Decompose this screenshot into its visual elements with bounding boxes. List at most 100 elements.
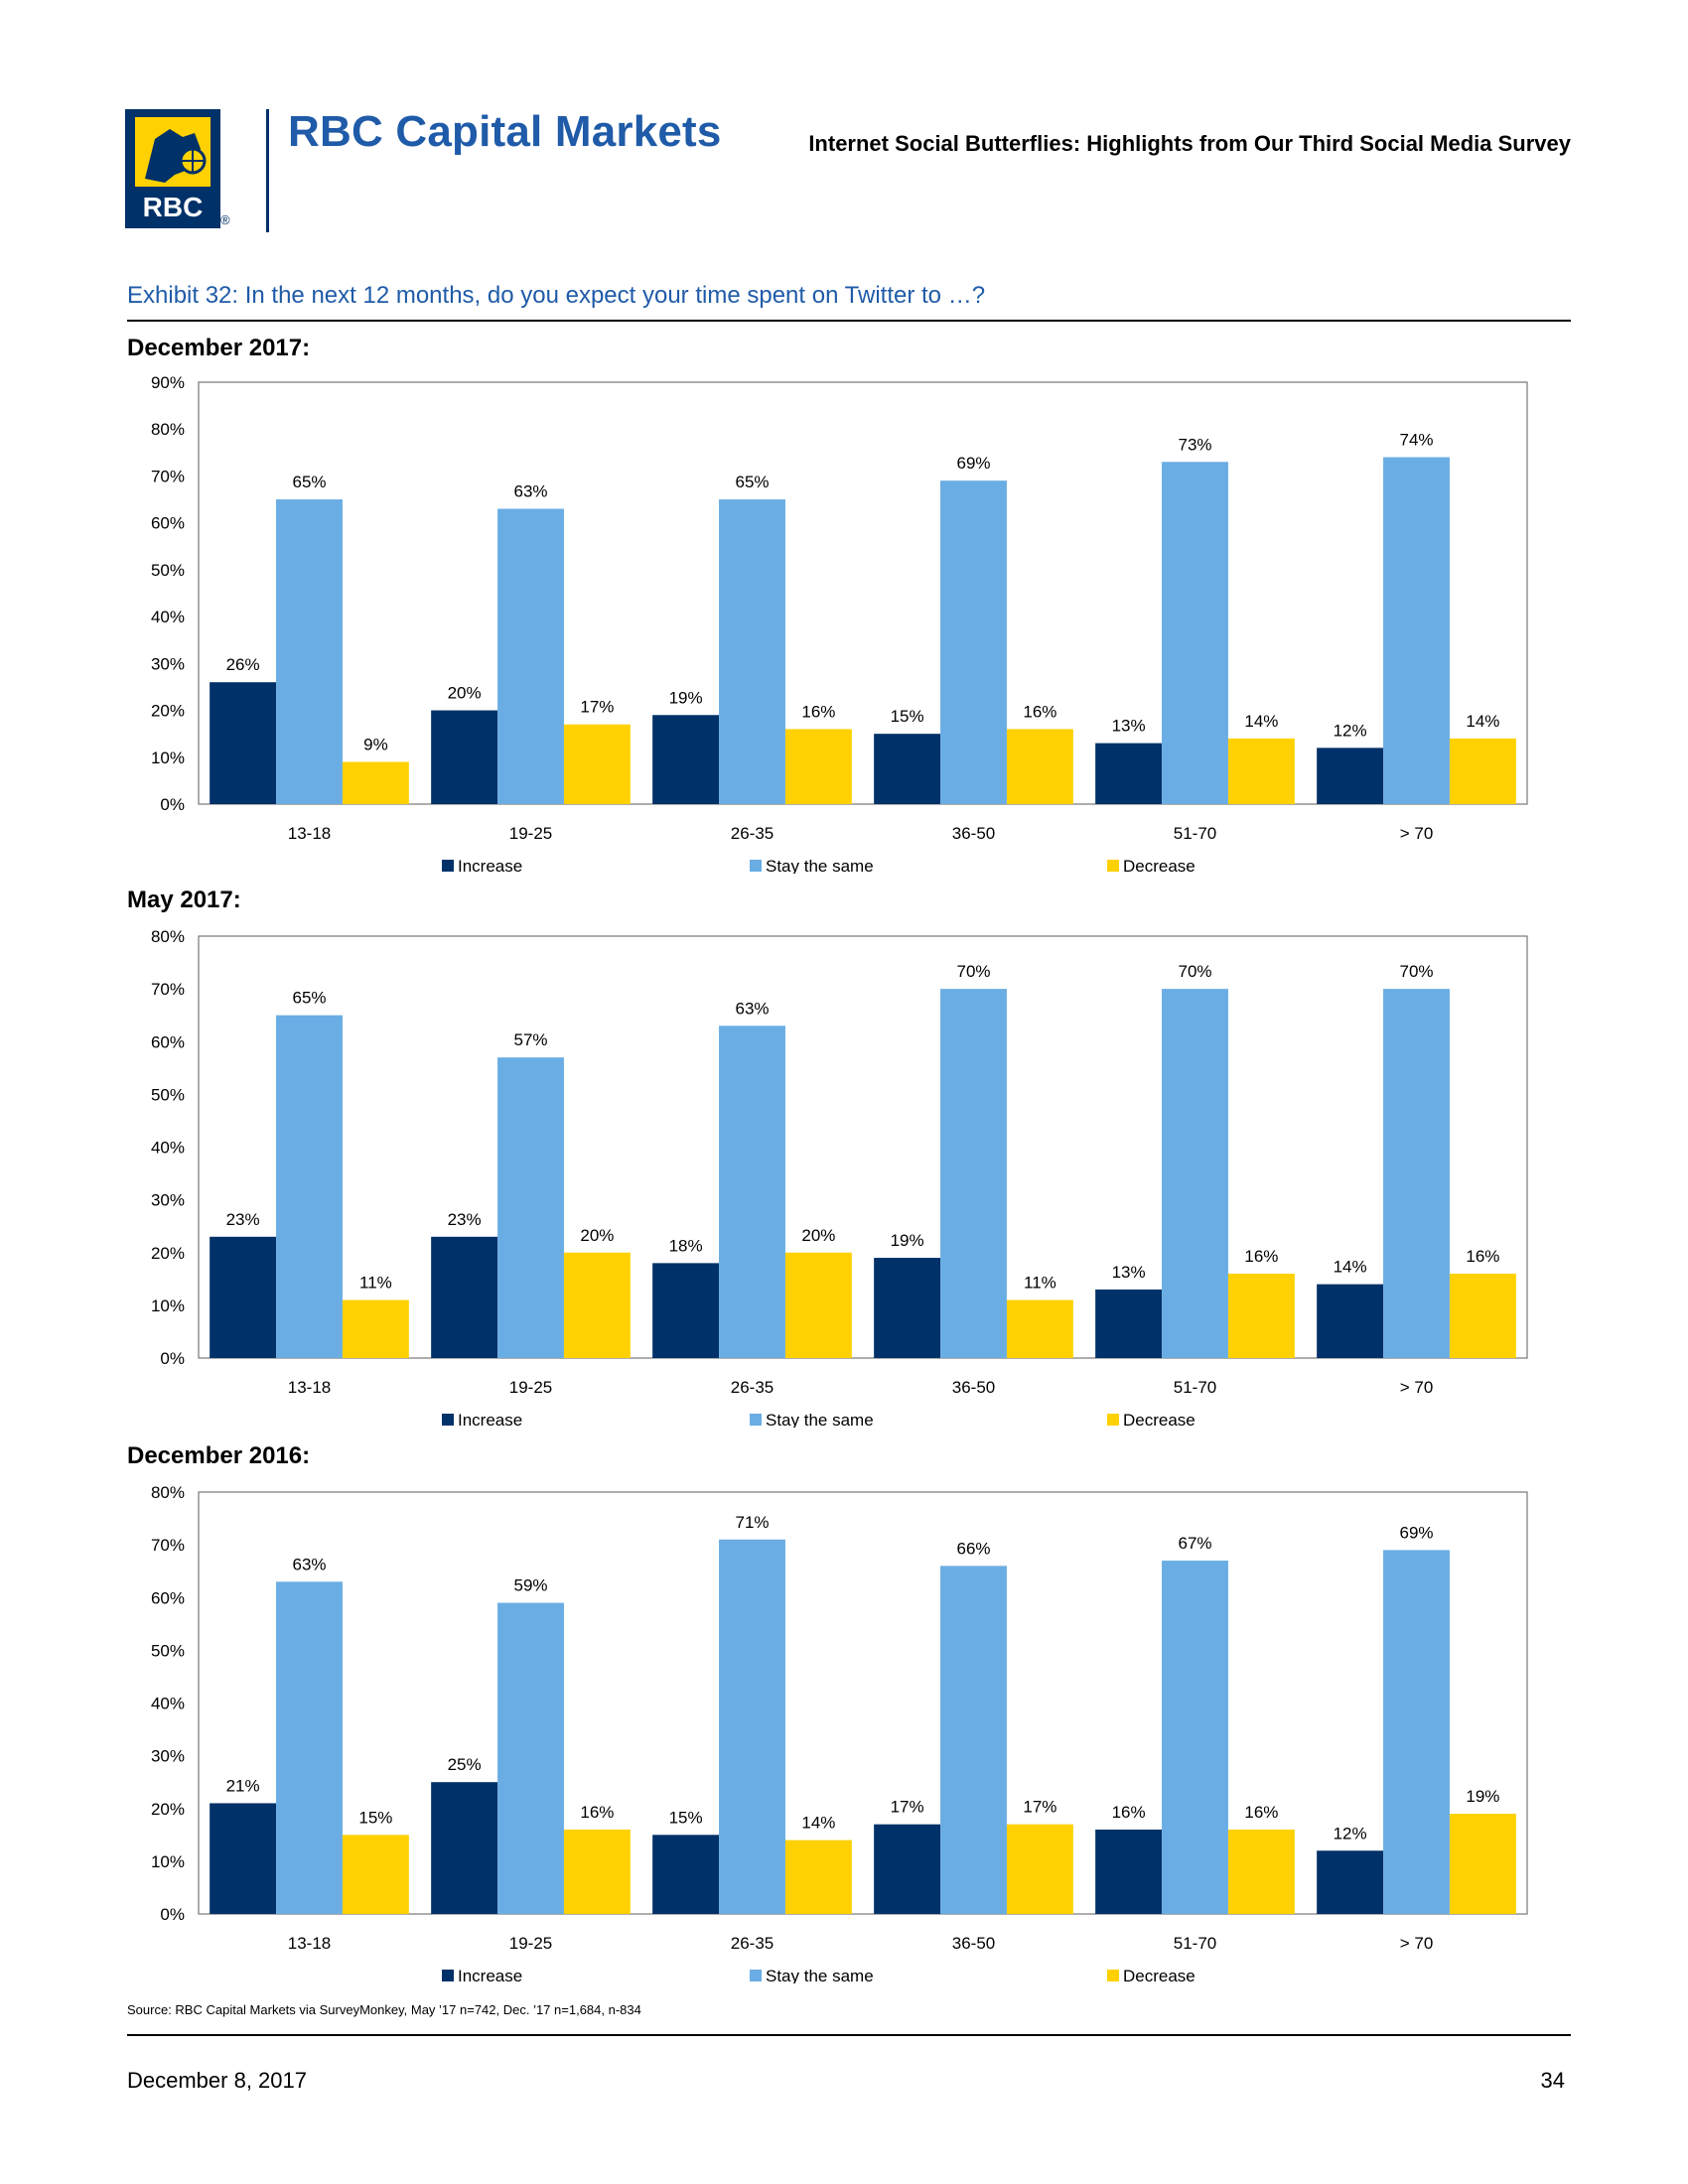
bar	[1006, 729, 1073, 804]
x-tick-label: 26-35	[731, 1934, 774, 1953]
data-label: 63%	[513, 482, 547, 501]
x-tick-label: 19-25	[509, 824, 552, 843]
x-tick-label: 36-50	[952, 1378, 995, 1397]
data-label: 16%	[1466, 1247, 1499, 1266]
plot-area	[198, 1491, 1528, 1915]
bar	[1227, 1830, 1295, 1914]
x-tick-label: 51-70	[1174, 824, 1216, 843]
data-label: 16%	[1112, 1803, 1146, 1822]
chart-dec-2017: 0% 10% 20% 30% 40% 50% 60% 70% 80% 90% 26% 65% 9% 13-…	[127, 367, 1571, 876]
bar-chart: 0% 10% 20% 30% 40% 50% 60% 70% 80% 23% 65% 11% 13-18…	[151, 927, 1528, 1430]
bar	[276, 1015, 343, 1358]
bar	[1095, 1830, 1163, 1914]
bar	[497, 508, 564, 804]
legend-label: Increase	[458, 857, 522, 874]
legend-swatch	[442, 1414, 454, 1426]
y-tick-label: 10%	[151, 1297, 185, 1315]
data-label: 11%	[1024, 1274, 1056, 1293]
data-label: 63%	[292, 1555, 326, 1573]
y-tick-label: 30%	[151, 1191, 185, 1210]
plot-area	[198, 381, 1528, 805]
data-label: 18%	[669, 1236, 703, 1255]
bar	[874, 1824, 941, 1914]
header-divider	[266, 109, 269, 232]
data-label: 20%	[801, 1226, 835, 1245]
bar	[784, 729, 852, 804]
x-tick-label: 26-35	[731, 824, 774, 843]
data-label: 15%	[358, 1808, 392, 1827]
data-label: 12%	[1334, 721, 1367, 740]
bar	[1162, 1561, 1228, 1914]
bar	[431, 710, 498, 804]
bar	[1317, 1284, 1384, 1358]
bar	[1383, 1550, 1450, 1914]
bar	[940, 1566, 1007, 1914]
data-label: 14%	[1466, 712, 1499, 731]
bar	[1162, 462, 1228, 804]
legend-swatch	[750, 1414, 762, 1426]
bar	[1227, 1274, 1295, 1358]
x-tick-label: > 70	[1400, 824, 1434, 843]
bar	[563, 1252, 631, 1358]
document-title: Internet Social Butterflies: Highlights …	[808, 131, 1571, 156]
x-tick-label: 19-25	[509, 1378, 552, 1397]
bar	[497, 1602, 564, 1914]
data-label: 73%	[1178, 435, 1211, 454]
y-tick-label: 30%	[151, 1747, 185, 1766]
bar	[1317, 1850, 1384, 1914]
bar	[276, 1581, 343, 1914]
logo-text: RBC	[143, 192, 204, 222]
legend-swatch	[750, 1970, 762, 1981]
data-label: 19%	[669, 688, 703, 707]
y-tick-label: 40%	[151, 1139, 185, 1158]
data-label: 16%	[1023, 702, 1056, 721]
y-tick-label: 60%	[151, 1588, 185, 1607]
legend-swatch	[442, 1970, 454, 1981]
source-note: Source: RBC Capital Markets via SurveyMo…	[127, 2002, 641, 2017]
data-label: 16%	[1244, 1803, 1278, 1822]
data-label: 21%	[226, 1776, 260, 1795]
x-tick-label: 13-18	[288, 1934, 331, 1953]
data-label: 70%	[1178, 962, 1211, 981]
data-label: 70%	[1399, 962, 1433, 981]
data-label: 13%	[1112, 1263, 1146, 1282]
data-label: 17%	[580, 698, 614, 717]
legend-swatch	[750, 860, 762, 872]
bar	[342, 1299, 409, 1358]
bar	[1383, 989, 1450, 1358]
y-tick-label: 20%	[151, 1244, 185, 1263]
bar	[431, 1236, 498, 1358]
data-label: 13%	[1112, 717, 1146, 736]
exhibit-title: Exhibit 32: In the next 12 months, do yo…	[127, 282, 986, 309]
bar	[940, 480, 1007, 804]
data-label: 59%	[513, 1576, 547, 1595]
data-label: 15%	[891, 707, 924, 726]
legend-swatch	[1107, 1970, 1119, 1981]
bar	[1006, 1824, 1073, 1914]
bar	[784, 1252, 852, 1358]
bar	[210, 682, 277, 804]
bar	[1162, 989, 1228, 1358]
data-label: 65%	[292, 473, 326, 491]
bar	[874, 734, 941, 804]
data-label: 71%	[735, 1513, 769, 1532]
data-label: 20%	[580, 1226, 614, 1245]
bar	[1095, 1289, 1163, 1358]
data-label: 74%	[1399, 431, 1433, 450]
bar	[210, 1236, 277, 1358]
y-tick-label: 50%	[151, 561, 185, 580]
bar	[1095, 743, 1163, 804]
y-tick-label: 30%	[151, 654, 185, 673]
data-label: 23%	[226, 1210, 260, 1229]
data-label: 23%	[448, 1210, 482, 1229]
bar	[276, 499, 343, 804]
legend-label: Stay the same	[766, 857, 874, 874]
chart-title: December 2016:	[127, 1442, 311, 1469]
footer-date: December 8, 2017	[127, 2068, 307, 2093]
y-tick-label: 50%	[151, 1085, 185, 1104]
rbc-logo: RBC	[125, 109, 220, 228]
legend-swatch	[1107, 1414, 1119, 1426]
data-label: 9%	[363, 736, 388, 754]
data-label: 70%	[956, 962, 990, 981]
data-label: 17%	[1023, 1798, 1056, 1817]
